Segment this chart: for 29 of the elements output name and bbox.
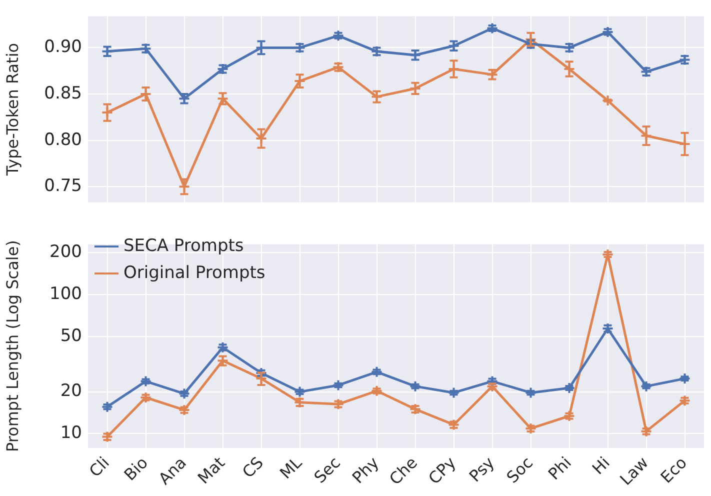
x-tick-label: Hi bbox=[588, 453, 614, 478]
y-tick-label: 200 bbox=[50, 242, 82, 262]
legend-label: SECA Prompts bbox=[124, 236, 244, 256]
y-axis-title: Type-Token Ratio bbox=[2, 42, 22, 177]
x-tick-label: Cli bbox=[85, 453, 114, 481]
x-tick-label: Eco bbox=[656, 453, 691, 487]
x-tick-label: Soc bbox=[502, 453, 537, 487]
x-tick-label: Mat bbox=[194, 453, 229, 488]
y-tick-label: 0.85 bbox=[44, 83, 82, 104]
x-tick-label: Bio bbox=[120, 453, 152, 484]
x-tick-label: CPy bbox=[424, 453, 460, 488]
x-tick-label: ML bbox=[276, 452, 306, 483]
y-tick-label: 50 bbox=[60, 326, 82, 346]
x-tick-label: Che bbox=[386, 453, 422, 489]
y-tick-label: 100 bbox=[50, 284, 82, 304]
x-tick-label: Psy bbox=[465, 453, 498, 486]
y-tick-label: 0.90 bbox=[44, 37, 82, 58]
y-axis-title: Prompt Length (Log Scale) bbox=[2, 240, 22, 452]
x-tick-label: Phi bbox=[544, 453, 576, 484]
x-tick-label: Phy bbox=[348, 453, 383, 488]
y-tick-label: 10 bbox=[60, 423, 82, 444]
x-tick-label: CS bbox=[238, 453, 268, 482]
x-tick-label: Law bbox=[616, 453, 652, 489]
y-tick-label: 20 bbox=[60, 381, 82, 402]
x-tick-label: Ana bbox=[154, 453, 190, 488]
x-tick-label: Sec bbox=[310, 453, 344, 487]
legend-label: Original Prompts bbox=[124, 262, 266, 283]
y-tick-label: 0.75 bbox=[44, 176, 82, 196]
y-tick-label: 0.80 bbox=[44, 130, 82, 150]
